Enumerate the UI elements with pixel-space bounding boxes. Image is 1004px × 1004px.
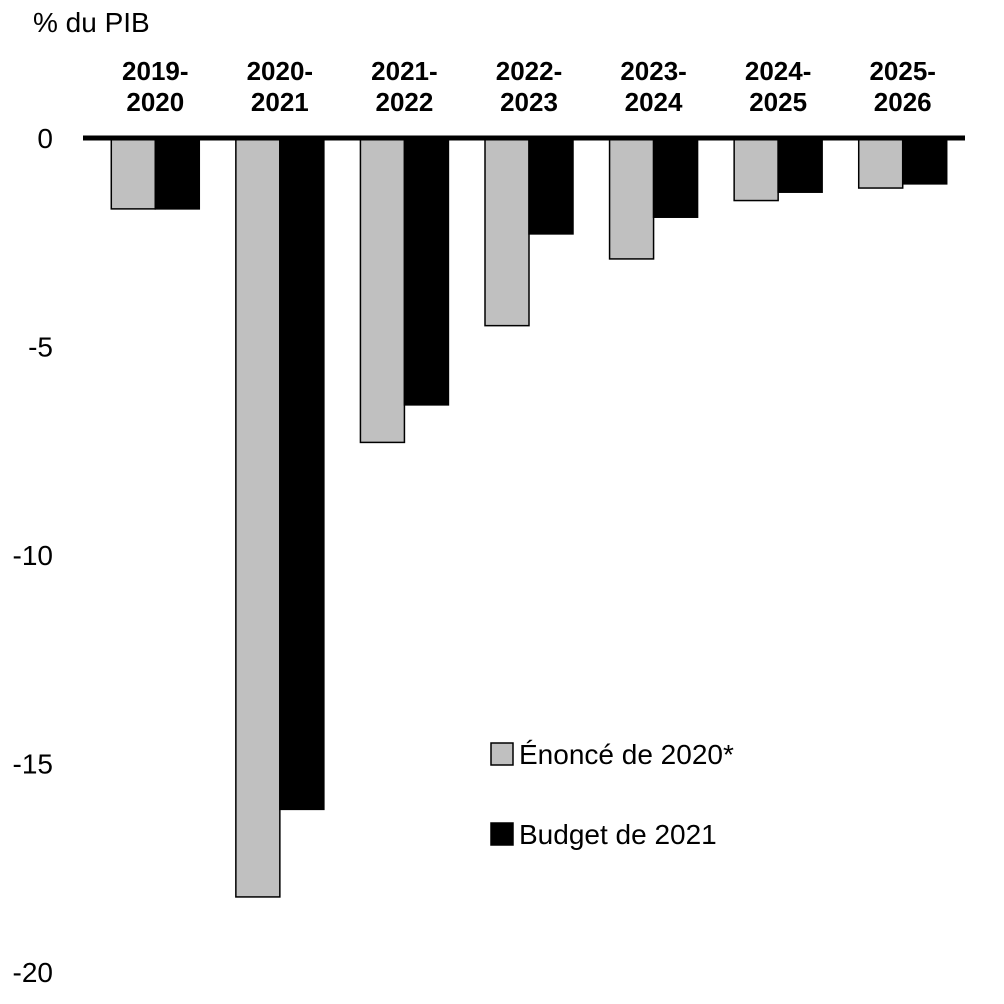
bar-series1-6 — [901, 137, 948, 185]
bar-series0-5 — [733, 137, 779, 202]
category-label-line: 2021- — [371, 56, 438, 86]
bar-series0-1 — [235, 137, 281, 898]
category-label-line: 2019- — [122, 56, 189, 86]
bar-series0-2 — [359, 137, 406, 444]
bar-series0-3 — [484, 137, 530, 327]
bar-series1-3 — [528, 137, 574, 235]
bar-series1-4 — [652, 137, 699, 218]
category-labels: 2019-20202020-20212021-20222022-20232023… — [122, 56, 936, 117]
category-label-line: 2022 — [376, 87, 434, 117]
category-label-line: 2026 — [874, 87, 932, 117]
bar-series1-0 — [154, 137, 201, 210]
bar-series0-6 — [857, 137, 904, 189]
y-axis-label: % du PIB — [33, 7, 150, 38]
category-label: 2019-2020 — [122, 56, 189, 117]
bar-series1-5 — [777, 137, 823, 193]
category-label-line: 2025 — [749, 87, 807, 117]
category-label-line: 2020- — [247, 56, 314, 86]
y-tick-label: -10 — [13, 540, 53, 571]
category-label-line: 2023 — [500, 87, 558, 117]
y-tick-label: 0 — [37, 123, 53, 154]
category-label-line: 2025- — [869, 56, 936, 86]
category-label: 2025-2026 — [869, 56, 936, 117]
category-label: 2021-2022 — [371, 56, 438, 117]
category-label-line: 2022- — [496, 56, 563, 86]
bar-series0-4 — [608, 137, 655, 260]
y-tick-labels: 0 -5 -10 -15 -20 — [13, 123, 53, 988]
category-label-line: 2021 — [251, 87, 309, 117]
category-label-line: 2024 — [625, 87, 683, 117]
category-label-line: 2023- — [620, 56, 687, 86]
category-label: 2024-2025 — [745, 56, 812, 117]
y-tick-label: -15 — [13, 749, 53, 780]
y-tick-label: -5 — [28, 332, 53, 363]
legend: Énoncé de 2020* Budget de 2021 — [490, 739, 734, 850]
legend-swatch — [490, 822, 514, 846]
y-tick-label: -20 — [13, 957, 53, 988]
bar-series1-2 — [403, 137, 450, 406]
bar-series0-0 — [110, 137, 157, 210]
category-label: 2020-2021 — [247, 56, 314, 117]
legend-swatch — [490, 742, 514, 766]
category-label-line: 2024- — [745, 56, 812, 86]
legend-label: Budget de 2021 — [519, 819, 717, 850]
bars — [110, 137, 948, 898]
legend-label: Énoncé de 2020* — [519, 739, 734, 770]
category-label: 2022-2023 — [496, 56, 563, 117]
category-label: 2023-2024 — [620, 56, 687, 117]
bar-series1-1 — [279, 137, 325, 811]
category-label-line: 2020 — [126, 87, 184, 117]
